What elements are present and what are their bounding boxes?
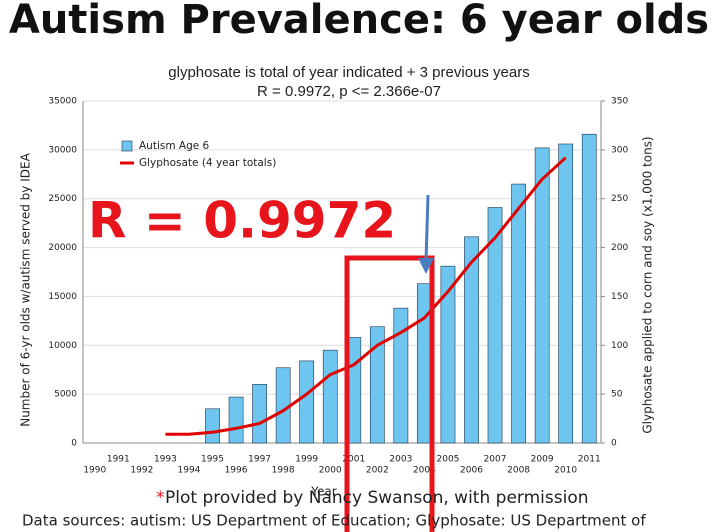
x-tick-label: 2006 (460, 466, 483, 476)
bar (299, 360, 315, 444)
y-tick-label: 35000 (48, 97, 77, 107)
footer-sources: Data sources: autism: US Department of E… (22, 512, 646, 530)
x-tick-label: 2002 (366, 466, 389, 476)
x-tick-label: 2011 (578, 455, 601, 465)
y-tick-label: 15000 (48, 292, 77, 302)
y2-axis-label: Glyphosate applied to corn and soy (x1,0… (641, 136, 655, 433)
x-tick-label: 2007 (484, 455, 507, 465)
y-tick-label: 30000 (48, 145, 77, 155)
chart-title: glyphosate is total of year indicated + … (168, 64, 529, 81)
bar (464, 236, 479, 444)
arrow (424, 194, 430, 263)
y2-tick-label: 250 (611, 194, 628, 204)
x-tick-label: 1999 (295, 455, 318, 465)
x-tick-label: 1996 (225, 466, 248, 476)
footer-note: Plot provided by Nancy Swanson, with per… (165, 488, 589, 508)
x-tick-label: 1990 (83, 466, 106, 476)
y-tick-label: 20000 (48, 243, 77, 253)
bar (417, 283, 432, 444)
x-tick-label: 2010 (554, 466, 577, 476)
bar (205, 408, 220, 444)
y-tick-label: 0 (71, 439, 77, 449)
x-tick-label: 2004 (413, 466, 436, 476)
annotation: R = 0.9972 (88, 192, 396, 250)
x-tick-label: 1992 (130, 466, 153, 476)
y-tick-label: 5000 (54, 390, 77, 400)
line (165, 156, 567, 436)
bar (511, 183, 526, 444)
x-tick-label: 2009 (531, 455, 554, 465)
y-axis-label: Number of 6-yr olds w/autism served by I… (19, 152, 33, 426)
bar (369, 326, 385, 444)
y2-tick-label: 50 (611, 390, 623, 400)
legend-label: Autism Age 6 (139, 140, 210, 152)
bar (440, 265, 456, 444)
legend-label: Glyphosate (4 year totals) (139, 157, 276, 169)
x-tick-label: 2008 (507, 466, 530, 476)
plot-area: 0 5000 10000 15000 20000 25000 30000 35000 0 50 10… (48, 97, 628, 476)
x-axis-label: Year (310, 485, 336, 499)
arrow-head (418, 258, 434, 274)
x-tick-label: 2001 (342, 455, 365, 465)
x-tick-label: 1998 (272, 466, 295, 476)
bar (487, 207, 503, 444)
bar (558, 143, 574, 444)
x-tick-label: 2000 (319, 466, 342, 476)
slide-title: Autism Prevalence: 6 year olds (9, 0, 709, 43)
y2-tick-label: 150 (611, 292, 628, 302)
y2-tick-label: 100 (611, 341, 628, 351)
x-tick-label: 1994 (178, 466, 201, 476)
y-tick-label: 10000 (48, 341, 77, 351)
y2-tick-label: 350 (611, 97, 628, 107)
bar (228, 396, 244, 444)
x-tick-label: 1997 (248, 455, 271, 465)
bar (322, 349, 338, 444)
bar (275, 367, 291, 444)
bar (581, 133, 597, 444)
chart-subtitle: R = 0.9972, p <= 2.366e-07 (257, 83, 441, 100)
legend-swatch (121, 140, 133, 152)
highlight-box (344, 255, 435, 532)
y2-tick-label: 200 (611, 243, 628, 253)
x-tick-label: 1993 (154, 455, 177, 465)
footer-marker: * (156, 488, 165, 508)
y2-tick-label: 0 (611, 439, 617, 449)
x-tick-label: 2003 (389, 455, 412, 465)
x-tick-label: 2005 (437, 455, 460, 465)
bar (252, 384, 267, 444)
y-tick-label: 25000 (48, 194, 77, 204)
bar (393, 307, 409, 444)
y2-tick-label: 300 (611, 145, 628, 155)
x-tick-label: 1995 (201, 455, 224, 465)
x-tick-label: 1991 (107, 455, 130, 465)
bar (534, 147, 550, 444)
